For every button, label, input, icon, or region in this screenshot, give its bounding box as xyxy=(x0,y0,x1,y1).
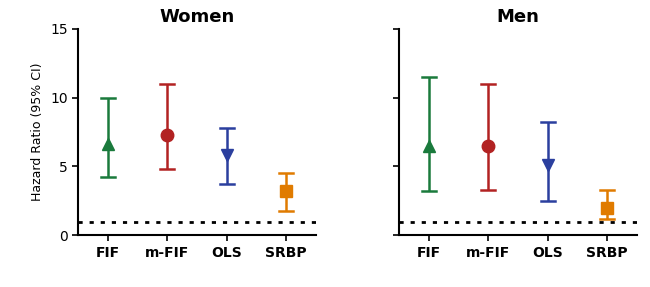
Y-axis label: Hazard Ratio (95% CI): Hazard Ratio (95% CI) xyxy=(31,63,44,201)
Title: Men: Men xyxy=(497,8,540,26)
Title: Women: Women xyxy=(159,8,235,26)
